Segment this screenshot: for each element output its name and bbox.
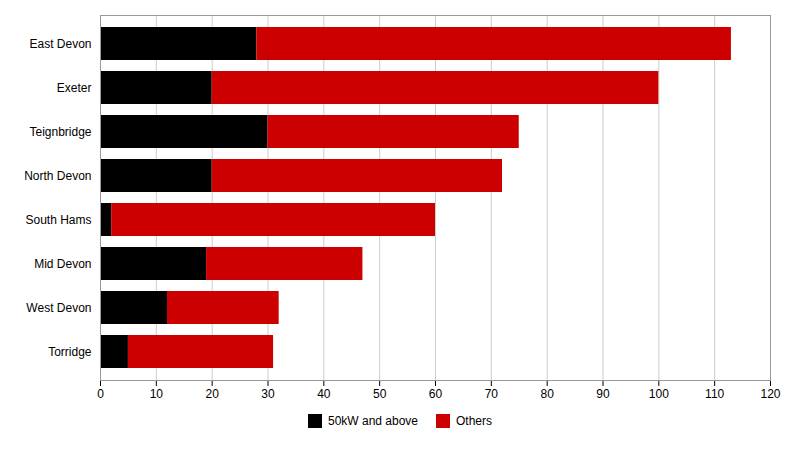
svg-text:100: 100	[649, 387, 669, 401]
svg-text:Teignbridge: Teignbridge	[29, 125, 91, 139]
svg-text:South Hams: South Hams	[25, 213, 91, 227]
svg-text:20: 20	[205, 387, 219, 401]
svg-text:70: 70	[485, 387, 499, 401]
svg-text:120: 120	[760, 387, 780, 401]
html-text:Others: Others	[456, 414, 492, 428]
svg-text:80: 80	[540, 387, 554, 401]
svg-text:110: 110	[705, 387, 724, 401]
svg-text:North Devon: North Devon	[24, 169, 91, 183]
svg-text:60: 60	[429, 387, 443, 401]
svg-text:40: 40	[317, 387, 331, 401]
svg-text:10: 10	[150, 387, 164, 401]
svg-text:Mid Devon: Mid Devon	[34, 257, 91, 271]
svg-text:90: 90	[596, 387, 610, 401]
svg-text:30: 30	[261, 387, 275, 401]
svg-text:West Devon: West Devon	[26, 301, 91, 315]
svg-text:East Devon: East Devon	[29, 37, 91, 51]
svg-text:Torridge: Torridge	[48, 345, 92, 359]
html-text:50kW and above: 50kW and above	[328, 414, 418, 428]
svg-text:Exeter: Exeter	[57, 81, 92, 95]
svg-text:0: 0	[97, 387, 104, 401]
svg-text:50: 50	[373, 387, 387, 401]
